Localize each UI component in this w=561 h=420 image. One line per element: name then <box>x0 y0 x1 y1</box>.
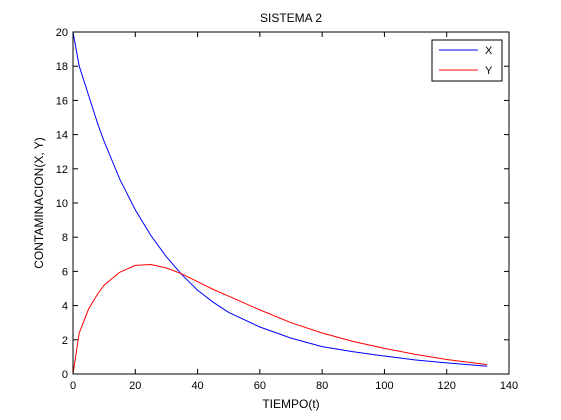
y-tick-label: 18 <box>56 61 68 73</box>
x-tick-label: 60 <box>254 380 266 392</box>
series-line-y <box>72 264 488 375</box>
y-tick-label: 6 <box>62 266 68 278</box>
y-tick-label: 8 <box>62 232 68 244</box>
x-axis-label: TIEMPO(t) <box>262 397 319 411</box>
tick-layer: 0 20 40 60 80 100 120 140 0 2 4 6 8 10 12 14 16 18 20 <box>56 27 518 392</box>
y-tick-label: 16 <box>56 95 68 107</box>
y-axis-label: CONTAMINACION(X, Y) <box>32 137 46 269</box>
x-tick-label: 120 <box>438 380 456 392</box>
x-tick-label: 0 <box>70 380 76 392</box>
plot-area <box>72 31 510 375</box>
y-tick-label: 20 <box>56 27 68 39</box>
y-tick-label: 4 <box>62 301 68 313</box>
y-tick-label: 2 <box>62 335 68 347</box>
y-tick-label: 0 <box>62 369 68 381</box>
legend-label-x: X <box>485 45 493 57</box>
y-tick-label: 12 <box>56 164 68 176</box>
y-tick-label: 14 <box>56 130 68 142</box>
legend-label-y: Y <box>485 65 493 77</box>
x-tick-label: 100 <box>375 380 393 392</box>
y-tick-label: 10 <box>56 198 68 210</box>
x-tick-label: 20 <box>129 380 141 392</box>
legend-box <box>431 39 503 82</box>
series-line-x <box>72 31 488 367</box>
series-layer <box>72 31 488 375</box>
chart-title: SISTEMA 2 <box>260 11 322 25</box>
legend: X Y <box>431 39 503 82</box>
x-tick-label: 140 <box>500 380 518 392</box>
x-tick-label: 80 <box>316 380 328 392</box>
x-tick-label: 40 <box>191 380 203 392</box>
